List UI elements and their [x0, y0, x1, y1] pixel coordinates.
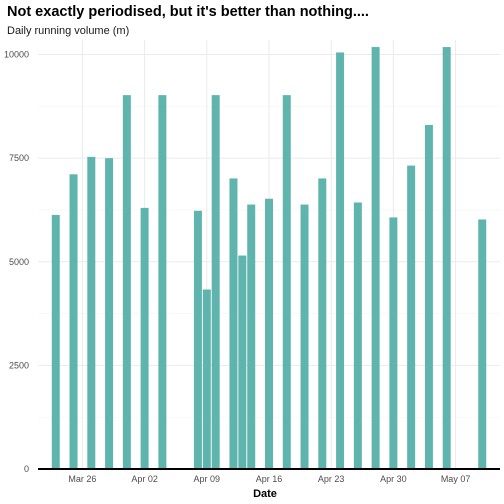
bar [247, 204, 256, 469]
bar [211, 95, 220, 469]
bar [158, 95, 167, 469]
bar [336, 52, 345, 469]
bar [202, 289, 211, 469]
y-tick-label: 0 [24, 464, 29, 474]
y-tick-label: 5000 [9, 257, 29, 267]
bar [229, 178, 238, 469]
bar [87, 156, 96, 469]
x-tick-label: Apr 30 [380, 474, 407, 484]
y-tick-label: 10000 [4, 50, 29, 60]
bar [282, 95, 291, 469]
bar [122, 95, 131, 469]
x-tick-label: May 07 [441, 474, 471, 484]
bar [442, 47, 451, 469]
bar [478, 219, 487, 469]
bar [105, 158, 114, 469]
x-tick-label: Apr 02 [131, 474, 158, 484]
bar [371, 47, 380, 469]
bar [389, 217, 398, 469]
y-tick-label: 2500 [9, 360, 29, 370]
x-tick-label: Mar 26 [68, 474, 96, 484]
bar [300, 204, 309, 469]
bar [193, 210, 202, 470]
y-axis-ticks: 0 2500 5000 7500 10000 [4, 50, 29, 474]
bar [140, 207, 149, 469]
x-axis-title: Date [253, 488, 277, 500]
x-tick-label: Apr 23 [318, 474, 345, 484]
bar [318, 178, 327, 469]
x-axis-ticks: Mar 26 Apr 02 Apr 09 Apr 16 Apr 23 Apr 30 May … [68, 474, 470, 484]
bar [407, 165, 416, 469]
bar [69, 174, 78, 469]
bar [424, 124, 433, 470]
bar [265, 198, 273, 469]
bars [51, 47, 487, 470]
chart-title: Not exactly periodised, but it's better … [7, 4, 369, 20]
y-tick-label: 7500 [9, 153, 29, 163]
x-tick-label: Apr 16 [256, 474, 283, 484]
x-tick-label: Apr 09 [194, 474, 221, 484]
chart-subtitle: Daily running volume (m) [7, 25, 129, 37]
bar [353, 202, 362, 470]
bar [238, 255, 247, 469]
bar [51, 214, 60, 469]
